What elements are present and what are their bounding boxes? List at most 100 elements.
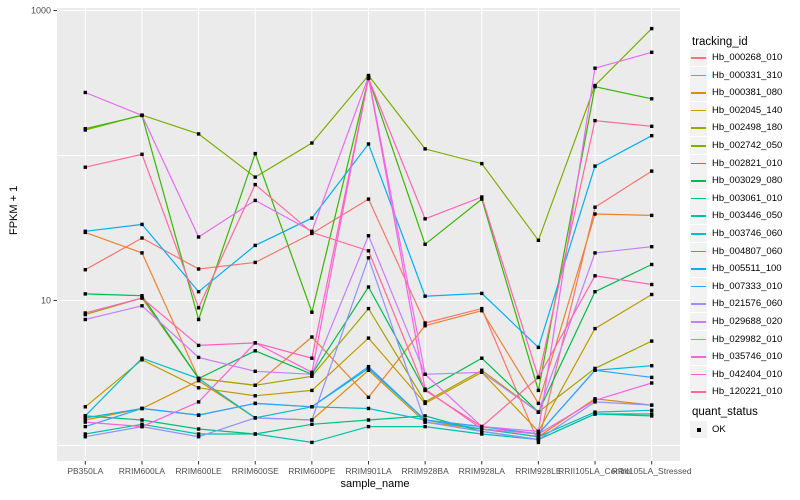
data-point [140,418,144,422]
legend-color-line [691,356,706,358]
legend-key-box [690,225,707,242]
data-point [253,341,257,345]
data-point [83,311,87,315]
legend-label: Hb_120221_010 [712,386,783,398]
data-point [650,403,654,407]
data-point [480,368,484,372]
legend-label: Hb_003061_010 [712,192,783,204]
data-point [310,374,314,378]
data-point [83,414,87,418]
data-point [196,435,201,439]
data-point [480,306,484,311]
legend-label: Hb_003746_060 [712,228,783,239]
data-point [423,414,427,418]
data-point [310,230,314,235]
data-point [536,345,541,350]
data-point [423,242,427,246]
data-point [310,372,314,376]
legend-item-Hb_120221_010: Hb_120221_010 [690,383,783,401]
legend-item-Hb_029982_010: Hb_029982_010 [690,330,782,348]
x-tick-label: RRIM928LA [459,466,506,476]
legend-label: Hb_002742_050 [712,140,783,151]
data-point [480,291,484,296]
data-point [650,408,654,412]
x-tick-label: RRIM901LA [345,466,392,476]
data-point [650,381,654,385]
legend-label: Hb_004807_060 [712,245,783,257]
data-point [650,124,654,128]
data-point [310,141,314,145]
data-point [366,336,371,340]
data-point [140,251,144,255]
data-point [650,375,654,380]
legend-label: Hb_003446_050 [712,210,783,222]
data-point [253,369,257,373]
data-point [253,260,257,265]
data-point [480,197,484,201]
data-point [310,356,314,360]
legend-key-box [690,277,707,295]
data-point [83,229,87,233]
data-point [650,213,654,218]
legend-color-line [691,57,706,59]
data-point [310,418,314,422]
legend-label: Hb_000381_080 [712,87,783,99]
data-point [196,355,201,360]
legend-key-box [690,189,707,207]
legend-color-line [691,180,706,182]
legend-key-box [690,119,707,137]
data-point [366,418,371,422]
data-point [366,368,371,372]
data-point [650,412,654,416]
data-point [253,182,257,187]
data-point [366,366,371,371]
legend-color-line [691,145,706,147]
data-point [650,97,654,101]
data-point [310,440,314,445]
data-point [423,147,427,151]
x-tick-label: RRIM928BA [402,466,450,476]
legend-item-Hb_000268_010: Hb_000268_010 [690,49,782,66]
data-point [140,304,144,308]
data-point [536,429,541,434]
data-point [310,405,314,409]
legend-key-box [690,383,707,401]
data-point [366,424,371,429]
legend-item-Hb_003746_060: Hb_003746_060 [690,225,782,242]
data-point [423,294,427,298]
x-axis-title: sample_name [340,478,410,490]
data-point [196,290,201,294]
legend-label: Hb_002821_010 [712,157,783,169]
legend-key-box [690,313,707,330]
legend-item-Hb_035746_010: Hb_035746_010 [690,348,783,366]
data-point [593,251,597,255]
legend-label: Hb_000268_010 [712,52,783,63]
legend-label: Hb_042404_010 [712,368,783,380]
data-point [83,317,87,322]
data-point [366,364,371,369]
legend-label: Hb_035746_010 [712,351,783,363]
legend-color-line [691,162,706,165]
legend-item-Hb_002498_180: Hb_002498_180 [690,119,782,137]
x-tick-label: RRIM600SE [232,466,280,476]
data-point [140,294,144,298]
legend-item-Hb_003446_050: Hb_003446_050 [690,207,783,225]
data-point [310,422,314,426]
data-point [196,267,201,271]
data-point [593,118,597,123]
legend-item-Hb_021576_060: Hb_021576_060 [690,295,782,313]
data-point [423,424,427,429]
data-point [650,134,654,138]
legend-item-Hb_007333_010: Hb_007333_010 [690,277,782,295]
data-point [140,356,144,360]
data-point [253,198,257,203]
data-point [480,427,484,431]
data-point [196,400,201,404]
data-point [83,90,87,95]
legend-label: Hb_002045_140 [712,104,783,116]
data-point [423,400,427,404]
data-point [253,243,257,248]
legend-key-box [690,242,707,260]
